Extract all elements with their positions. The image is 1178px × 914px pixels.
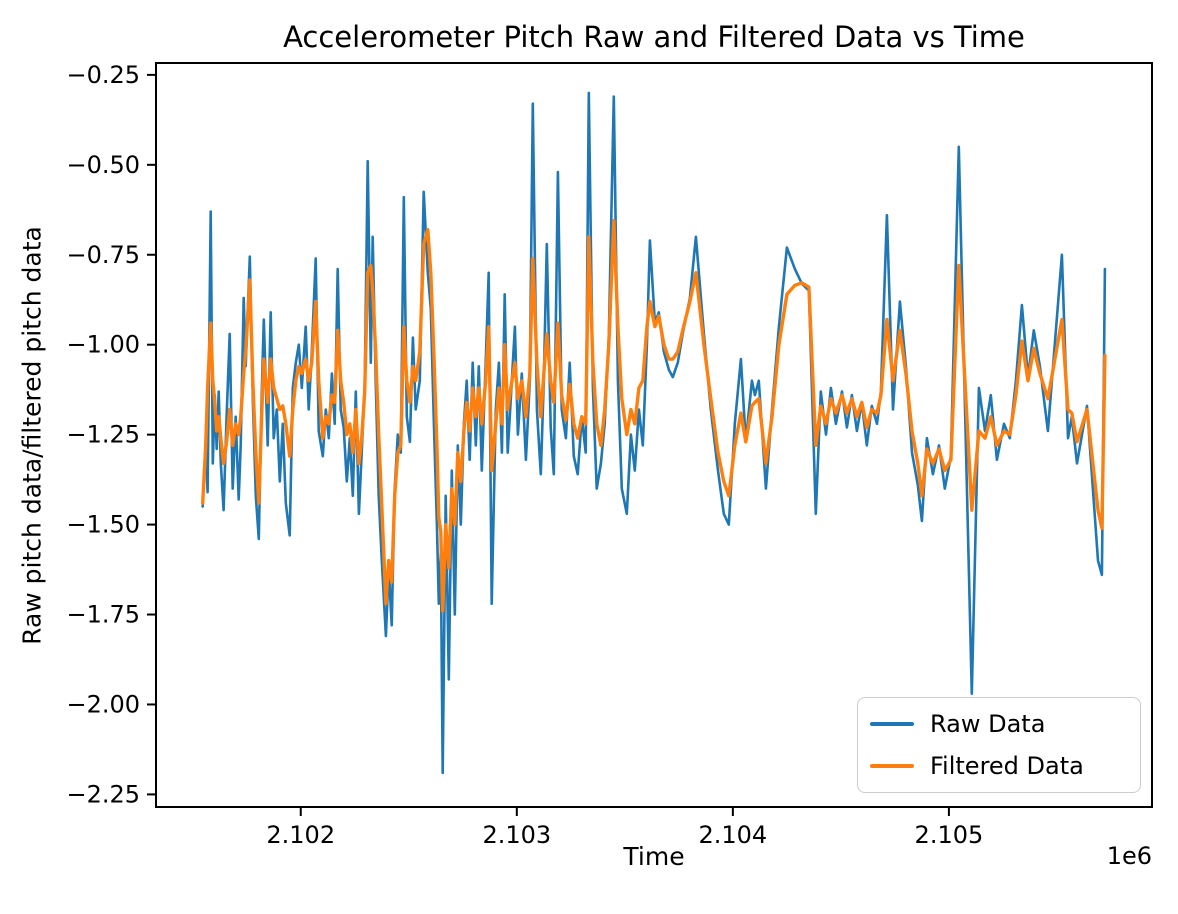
filtered-data-line: [200, 218, 1107, 613]
raw-data-line-swatch: [870, 722, 914, 726]
filtered-data-line-swatch: [870, 764, 914, 768]
y-tick-label: −1.75: [66, 601, 140, 629]
legend-label-filtered: Filtered Data: [930, 752, 1084, 780]
x-axis-offset-label: 1e6: [1106, 842, 1152, 870]
y-tick-label: −2.00: [66, 690, 140, 718]
legend-entry-filtered: Filtered Data: [870, 752, 1126, 780]
x-tick-label: 2.102: [266, 821, 335, 849]
y-tick-label: −2.25: [66, 780, 140, 808]
chart-title: Accelerometer Pitch Raw and Filtered Dat…: [283, 20, 1025, 54]
x-axis-label: Time: [623, 842, 685, 871]
y-tick-label: −1.25: [66, 421, 140, 449]
x-tick-label: 2.105: [915, 821, 984, 849]
y-tick-label: −1.50: [66, 511, 140, 539]
raw-data-line: [201, 91, 1107, 775]
y-tick-label: −0.75: [66, 241, 140, 269]
legend: Raw Data Filtered Data: [857, 697, 1141, 793]
y-tick-label: −1.00: [66, 331, 140, 359]
legend-entry-raw: Raw Data: [870, 710, 1126, 738]
legend-label-raw: Raw Data: [930, 710, 1046, 738]
y-tick-label: −0.25: [66, 61, 140, 89]
x-tick-label: 2.103: [482, 821, 551, 849]
x-tick-label: 2.104: [698, 821, 767, 849]
y-tick-label: −0.50: [66, 151, 140, 179]
